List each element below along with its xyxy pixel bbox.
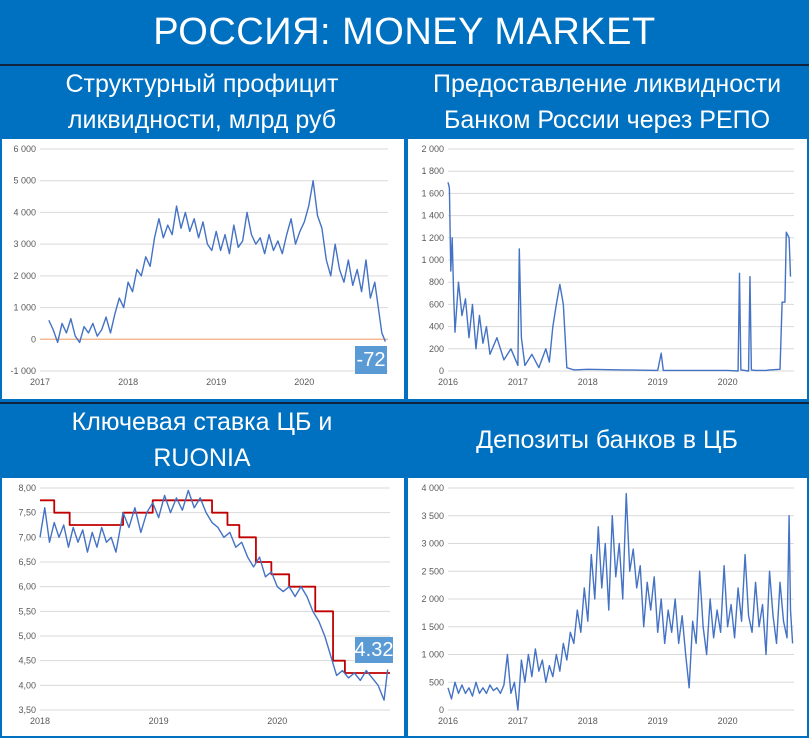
y-tick-label: 3 000 (421, 539, 444, 549)
chart-bank-deposits-svg: 0 500 1 000 1 500 2 000 2 500 3 000 3 500 4 000 2… (421, 483, 794, 726)
chart-liquidity-surplus: -1 000 0 1 000 2 000 3 000 4 000 5 000 6 000 201… (2, 139, 404, 399)
series-line-named-1 (39, 489, 389, 701)
panel-4-title-line-1: Депозиты банков в ЦБ (476, 426, 738, 454)
y-tick-label: 2 000 (13, 271, 36, 281)
x-tick-label: 2019 (648, 716, 668, 726)
y-tick-label: 6,50 (18, 557, 36, 567)
y-tick-label: 7,00 (18, 532, 36, 542)
series-line-0 (447, 182, 792, 372)
y-tick-label: 2 500 (421, 566, 444, 576)
y-tick-label: 4 000 (13, 207, 36, 217)
y-tick-label: 800 (429, 277, 444, 287)
panel-3-title-line-1: Ключевая ставка ЦБ и (71, 408, 333, 436)
y-tick-label: 5 000 (13, 176, 36, 186)
y-tick-label: 1 600 (421, 188, 444, 198)
y-tick-label: 1 200 (421, 233, 444, 243)
panel-3-title: Ключевая ставка ЦБ и RUONIA (0, 404, 404, 476)
y-tick-label: 6,00 (18, 582, 36, 592)
x-tick-label: 2019 (648, 377, 668, 387)
panel-4-title: Депозиты банков в ЦБ (405, 404, 809, 476)
panel-1-title-line-2: ликвидности, млрд руб (67, 106, 337, 134)
y-tick-label: 7,50 (18, 508, 36, 518)
panel-2-title-line-1: Предоставление ликвидности (432, 70, 782, 98)
x-tick-label: 2018 (578, 716, 598, 726)
x-tick-label: 2018 (30, 716, 50, 726)
divider-middle (0, 402, 809, 404)
x-tick-label: 2017 (508, 716, 528, 726)
panel-3-title-line-2: RUONIA (153, 444, 251, 472)
panel-2-title-line-2: Банком России через РЕПО (443, 106, 771, 134)
y-tick-label: 0 (439, 705, 444, 715)
callout-liquidity-value: -72 (355, 346, 387, 374)
chart-key-rate-ruonia-svg: 3,50 4,00 4,50 5,00 5,50 6,00 6,50 7,00 7,50 8,00… (18, 483, 390, 726)
y-tick-label: 1 800 (421, 166, 444, 176)
x-tick-label: 2016 (438, 716, 458, 726)
x-tick-label: 2019 (206, 377, 226, 387)
series-line-0 (48, 180, 387, 344)
y-tick-label: 8,00 (18, 483, 36, 493)
y-tick-label: 2 000 (421, 144, 444, 154)
y-tick-label: 3 000 (13, 239, 36, 249)
y-tick-label: 1 400 (421, 211, 444, 221)
panel-1-title: Структурный профицит ликвидности, млрд р… (0, 66, 404, 138)
divider-top (0, 64, 809, 66)
y-tick-label: 2 000 (421, 594, 444, 604)
callout-ruonia-value: 4.32 (355, 637, 393, 663)
y-tick-label: 400 (429, 322, 444, 332)
y-tick-label: 200 (429, 344, 444, 354)
x-tick-label: 2020 (718, 716, 738, 726)
x-tick-label: 2019 (149, 716, 169, 726)
x-tick-label: 2020 (718, 377, 738, 387)
y-tick-label: 3 500 (421, 511, 444, 521)
y-tick-label: 5,00 (18, 631, 36, 641)
series-line-named-0 (40, 499, 390, 674)
page-title: РОССИЯ: MONEY MARKET (153, 10, 656, 53)
x-tick-label: 2017 (30, 377, 50, 387)
y-tick-label: 5,50 (18, 606, 36, 616)
y-tick-label: 1 000 (13, 303, 36, 313)
y-tick-label: 0 (439, 366, 444, 376)
y-tick-label: 1 000 (421, 650, 444, 660)
x-tick-label: 2017 (508, 377, 528, 387)
x-tick-label: 2018 (578, 377, 598, 387)
y-tick-label: 6 000 (13, 144, 36, 154)
chart-liquidity-surplus-svg: -1 000 0 1 000 2 000 3 000 4 000 5 000 6 000 201… (10, 144, 388, 387)
panel-2-title: Предоставление ликвидности Банком России… (405, 66, 809, 138)
y-tick-label: 0 (31, 334, 36, 344)
y-tick-label: 4,50 (18, 656, 36, 666)
x-tick-label: 2020 (267, 716, 287, 726)
x-tick-label: 2020 (294, 377, 314, 387)
y-tick-label: 3,50 (18, 705, 36, 715)
y-tick-label: 500 (429, 677, 444, 687)
y-tick-label: 600 (429, 299, 444, 309)
series-line-0 (447, 492, 794, 711)
y-tick-label: -1 000 (10, 366, 36, 376)
y-tick-label: 1 500 (421, 622, 444, 632)
chart-repo-liquidity-svg: 0 200 400 600 800 1 000 1 200 1 400 1 600 1 800 2 … (421, 144, 794, 387)
x-tick-label: 2018 (118, 377, 138, 387)
y-tick-label: 4 000 (421, 483, 444, 493)
y-tick-label: 1 000 (421, 255, 444, 265)
y-tick-label: 4,00 (18, 680, 36, 690)
chart-bank-deposits: 0 500 1 000 1 500 2 000 2 500 3 000 3 500 4 000 2… (408, 478, 807, 736)
x-tick-label: 2016 (438, 377, 458, 387)
panel-1-title-line-1: Структурный профицит (65, 70, 339, 98)
chart-key-rate-ruonia: 3,50 4,00 4,50 5,00 5,50 6,00 6,50 7,00 7,50 8,00… (2, 478, 404, 736)
chart-repo-liquidity: 0 200 400 600 800 1 000 1 200 1 400 1 600 1 800 2 … (408, 139, 807, 399)
